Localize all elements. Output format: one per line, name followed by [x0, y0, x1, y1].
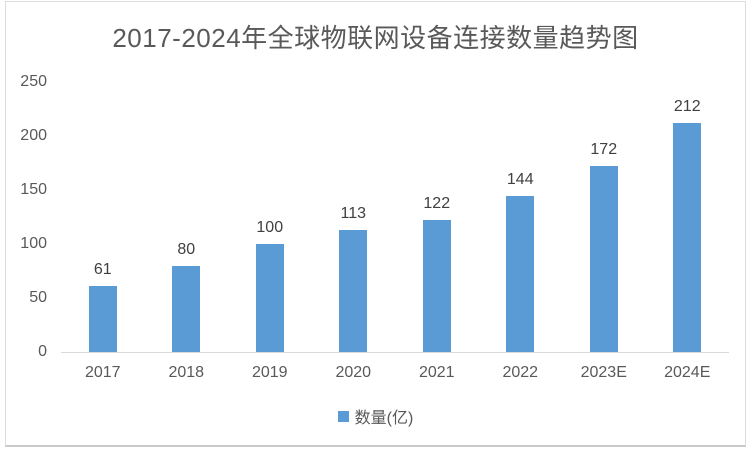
bar-value-label: 122 [423, 195, 451, 213]
bar-2019 [255, 244, 284, 352]
bar-2024E [673, 123, 702, 352]
bar-slot: 113 [312, 82, 396, 352]
x-axis: 2017 2018 2019 2020 2021 2022 2023E 2024E [61, 364, 729, 382]
x-tick-label: 2023E [580, 364, 627, 381]
x-tick-label: 2020 [335, 364, 372, 381]
y-tick-label: 250 [20, 73, 47, 90]
bar-slot: 80 [145, 82, 229, 352]
bar-value-label: 113 [340, 204, 367, 222]
legend: 数量(亿) [6, 404, 745, 428]
y-tick-label: 200 [20, 127, 47, 144]
bar-value-label: 100 [256, 219, 284, 236]
y-axis: 0 50 100 150 200 250 [6, 2, 47, 445]
x-tick-label: 2021 [418, 364, 455, 381]
y-tick-label: 0 [38, 343, 47, 360]
x-tick-label: 2024E [664, 364, 711, 381]
bar-slot: 100 [228, 82, 312, 352]
bar-2018 [172, 265, 201, 352]
y-tick-label: 100 [20, 235, 47, 252]
bar-2021 [422, 220, 451, 352]
bar-value-label: 61 [93, 261, 112, 279]
bar-slot: 172 [562, 82, 646, 352]
chart-card: 2017-2024年全球物联网设备连接数量趋势图 0 50 100 150 200 250… [5, 1, 746, 447]
bar-value-label: 212 [673, 98, 701, 116]
x-tick-label: 2018 [168, 364, 205, 381]
bar-slot: 144 [479, 82, 563, 352]
x-tick-label: 2022 [502, 364, 539, 381]
x-tick-label: 2019 [251, 364, 288, 381]
y-tick-label: 150 [20, 181, 47, 198]
bar-value-label: 144 [506, 171, 534, 189]
bar-2020 [339, 229, 368, 352]
bar-slot: 122 [395, 82, 479, 352]
bar-2022 [506, 196, 535, 352]
bar-value-label: 172 [590, 141, 618, 159]
y-tick-label: 50 [29, 289, 47, 306]
plot-area: 61 80 100 113 122 144 172 212 [61, 82, 729, 353]
legend-swatch-icon [337, 410, 349, 422]
bar-slot: 212 [646, 82, 730, 352]
bar-slot: 61 [61, 82, 145, 352]
bar-2023E [589, 166, 618, 352]
legend-label: 数量(亿) [354, 410, 414, 427]
bar-2017 [88, 286, 117, 352]
bar-value-label: 80 [177, 240, 196, 258]
x-tick-label: 2017 [84, 364, 121, 381]
chart-title: 2017-2024年全球物联网设备连接数量趋势图 [112, 23, 639, 53]
